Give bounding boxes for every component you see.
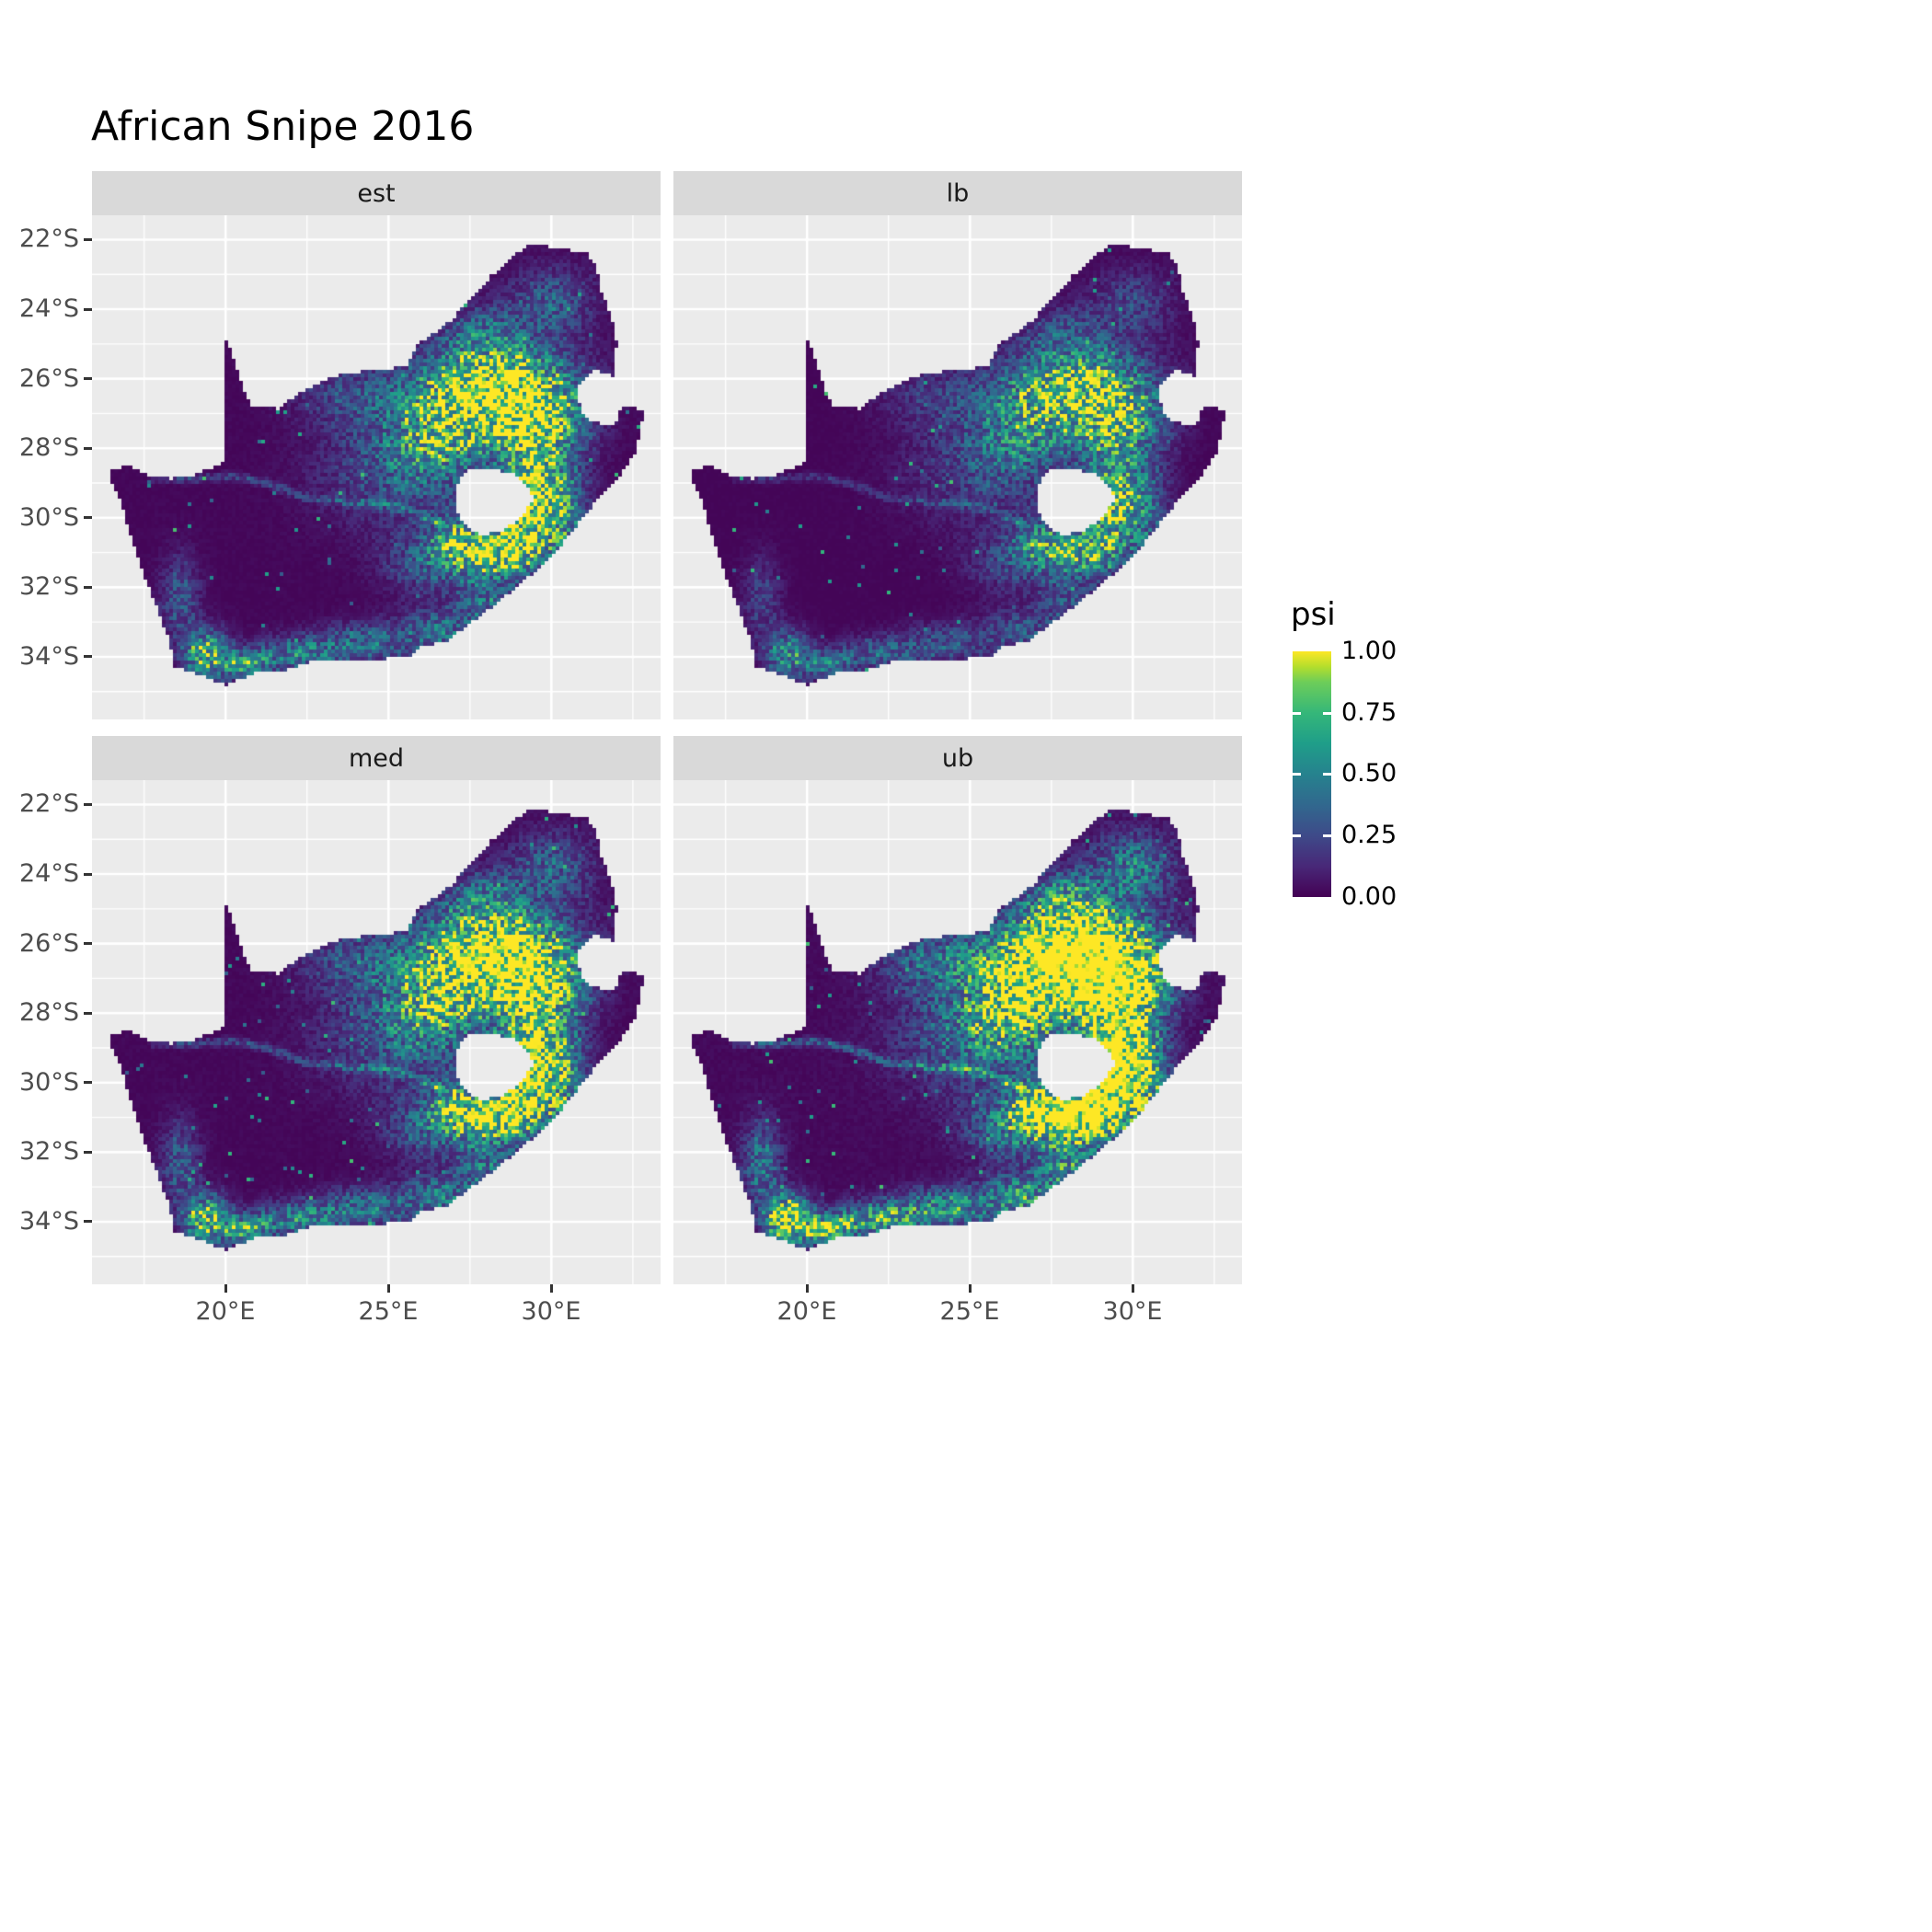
facet-label-lb: lb <box>946 178 970 208</box>
axis-tick <box>84 802 92 806</box>
map-panel-lb <box>673 215 1242 719</box>
legend-tick <box>1323 834 1331 837</box>
axis-tick <box>549 1284 553 1293</box>
facet-label-med: med <box>348 743 405 773</box>
legend-tick <box>1323 773 1331 776</box>
axis-tick <box>224 1284 227 1293</box>
facet-strip-lb: lb <box>673 171 1242 215</box>
map-panel-ub <box>673 780 1242 1284</box>
legend-tick <box>1293 834 1301 837</box>
axis-tick <box>968 1284 972 1293</box>
axis-tick <box>386 1284 390 1293</box>
y-axis-label: 22°S <box>19 224 79 253</box>
axis-tick <box>84 1220 92 1224</box>
axis-tick <box>84 516 92 520</box>
x-axis-label: 30°E <box>1102 1297 1163 1326</box>
axis-tick <box>84 1150 92 1154</box>
legend-label: 0.25 <box>1341 821 1397 849</box>
y-axis-label: 22°S <box>19 789 79 818</box>
y-axis-label: 26°S <box>19 364 79 393</box>
y-axis-label: 24°S <box>19 859 79 888</box>
axis-tick <box>1131 1284 1134 1293</box>
axis-tick <box>84 872 92 876</box>
legend-tick <box>1293 711 1301 715</box>
y-axis-label: 30°S <box>19 1068 79 1097</box>
y-axis-label: 32°S <box>19 572 79 601</box>
x-axis-label: 20°E <box>776 1297 837 1326</box>
facet-strip-med: med <box>92 736 661 780</box>
legend-label: 0.50 <box>1341 759 1397 788</box>
map-panel-med <box>92 780 661 1284</box>
y-axis-label: 30°S <box>19 503 79 532</box>
axis-tick <box>84 446 92 450</box>
map-panel-est <box>92 215 661 719</box>
y-axis-label: 24°S <box>19 294 79 323</box>
y-axis-label: 34°S <box>19 642 79 671</box>
x-axis-label: 30°E <box>521 1297 581 1326</box>
axis-tick <box>84 377 92 381</box>
facet-strip-ub: ub <box>673 736 1242 780</box>
legend-tick <box>1323 711 1331 715</box>
legend-tick <box>1293 773 1301 776</box>
facet-label-est: est <box>357 178 396 208</box>
x-axis-label: 20°E <box>195 1297 256 1326</box>
y-axis-label: 34°S <box>19 1207 79 1236</box>
axis-tick <box>805 1284 809 1293</box>
x-axis-label: 25°E <box>939 1297 1000 1326</box>
legend-label: 1.00 <box>1341 637 1397 665</box>
y-axis-label: 32°S <box>19 1137 79 1166</box>
y-axis-label: 26°S <box>19 929 79 958</box>
axis-tick <box>84 307 92 311</box>
legend-title: psi <box>1291 596 1336 633</box>
y-axis-label: 28°S <box>19 433 79 462</box>
axis-tick <box>84 1011 92 1015</box>
legend-label: 0.75 <box>1341 698 1397 727</box>
axis-tick <box>84 585 92 589</box>
axis-tick <box>84 1081 92 1085</box>
axis-tick <box>84 237 92 241</box>
y-axis-label: 28°S <box>19 998 79 1027</box>
legend-colorbar <box>1293 651 1331 897</box>
axis-tick <box>84 942 92 946</box>
facet-label-ub: ub <box>941 743 974 773</box>
axis-tick <box>84 655 92 659</box>
x-axis-label: 25°E <box>358 1297 419 1326</box>
plot-title: African Snipe 2016 <box>91 103 475 150</box>
facet-strip-est: est <box>92 171 661 215</box>
legend-label: 0.00 <box>1341 882 1397 911</box>
